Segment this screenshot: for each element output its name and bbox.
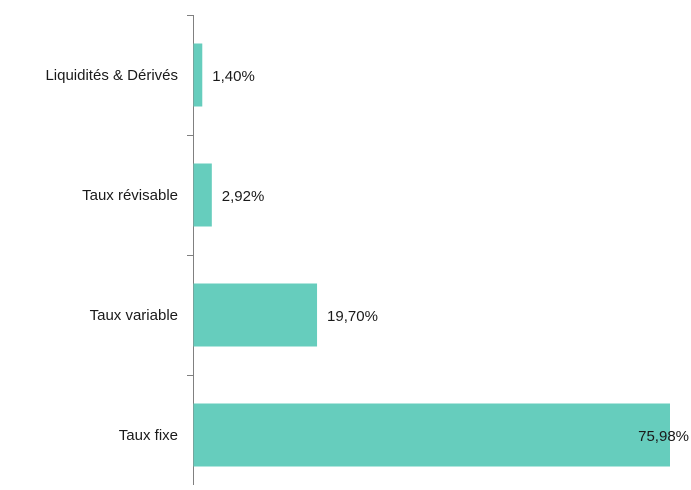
category-label: Taux révisable	[82, 187, 178, 204]
category-label: Taux fixe	[119, 427, 178, 444]
data-label: 75,98%	[638, 428, 689, 445]
category-label: Taux variable	[90, 307, 178, 324]
bar	[193, 283, 318, 347]
bar	[193, 43, 203, 107]
data-label: 1,40%	[212, 68, 255, 85]
category-label: Liquidités & Dérivés	[45, 67, 178, 84]
data-label: 19,70%	[327, 308, 378, 325]
bar	[193, 163, 212, 227]
bar	[193, 403, 670, 467]
data-label: 2,92%	[222, 188, 265, 205]
